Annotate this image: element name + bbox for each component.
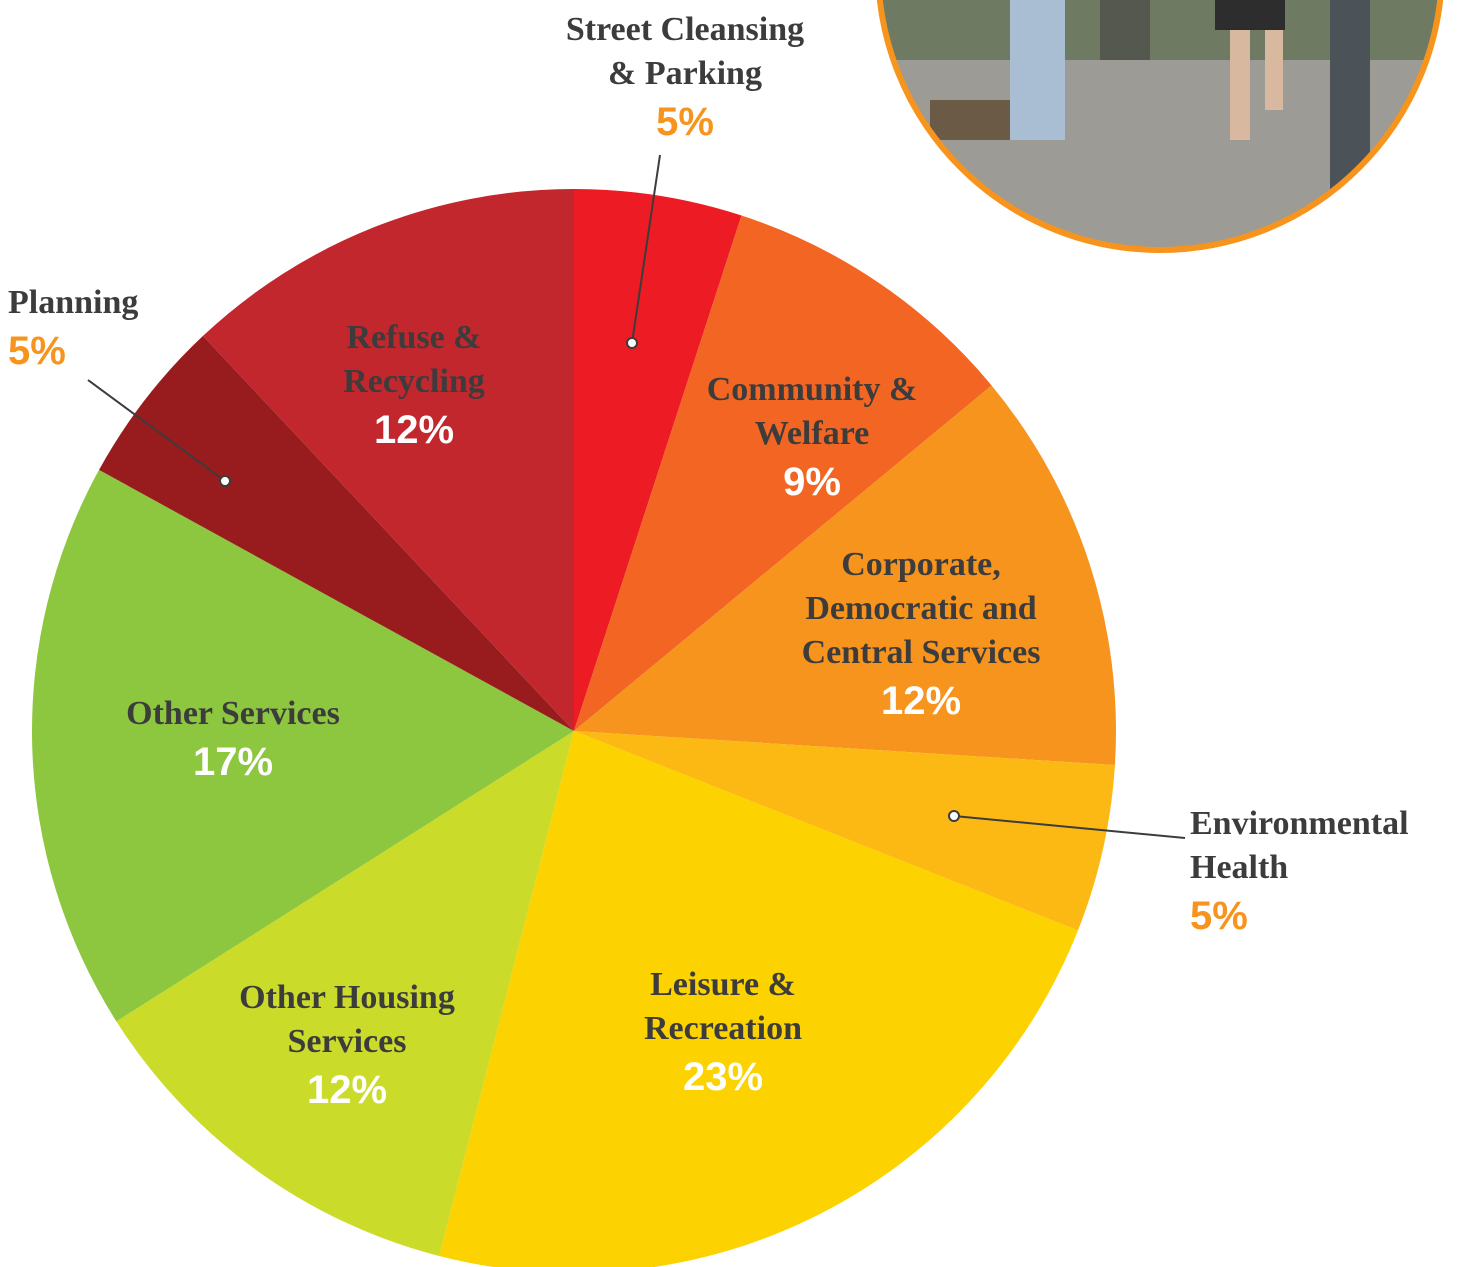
slice-label: Street Cleansing & Parking 5% (555, 8, 815, 148)
category-name: Leisure & Recreation (644, 966, 802, 1047)
pie-slice (574, 731, 1115, 931)
value-label: 9% (783, 460, 841, 504)
slice-label: Leisure & Recreation 23% (603, 963, 843, 1103)
slice-label: Community & Welfare 9% (682, 368, 942, 508)
value-label: 12% (373, 408, 455, 452)
pie-slice (439, 731, 1078, 1267)
value-label: 17% (192, 740, 274, 784)
leader-line (87, 379, 226, 482)
category-name: Corporate, Democratic and Central Servic… (801, 546, 1041, 671)
slice-label: Corporate, Democratic and Central Servic… (791, 543, 1051, 727)
value-label: 23% (682, 1055, 764, 1099)
leader-dot (219, 475, 231, 487)
category-name: Planning (8, 284, 139, 321)
pie-slice (202, 189, 574, 731)
pie-slice (574, 385, 1116, 766)
category-name: Community & Welfare (706, 371, 918, 452)
value-label: 5% (1190, 894, 1248, 938)
pie-slice (574, 215, 992, 732)
pie-slice (116, 731, 574, 1256)
value-label: 5% (8, 329, 66, 373)
slice-label: Planning 5% (8, 281, 268, 377)
category-name: Refuse & Recycling (343, 319, 485, 400)
slice-label: Other Housing Services 12% (217, 976, 477, 1116)
slice-label: Environmental Health 5% (1190, 802, 1450, 942)
category-name: Environmental Health (1190, 805, 1409, 886)
leaders (87, 154, 1186, 839)
pie (31, 189, 1116, 1267)
value-label: 12% (880, 679, 962, 723)
slice-label: Other Services 17% (83, 692, 383, 788)
category-name: Street Cleansing & Parking (565, 11, 805, 92)
pie-slice (31, 469, 574, 1022)
leader-line (631, 154, 661, 344)
category-name: Other Housing Services (239, 979, 455, 1060)
leader-dot (948, 810, 960, 822)
slice-label: Refuse & Recycling 12% (304, 316, 524, 456)
photo (880, 0, 1440, 248)
pie-slice (574, 189, 742, 731)
pie-slice (99, 335, 574, 731)
value-label: 5% (656, 100, 714, 144)
photo-border (876, 0, 1444, 253)
leader-line (953, 815, 1186, 839)
value-label: 12% (306, 1068, 388, 1112)
leader-dot (626, 337, 638, 349)
category-name: Other Services (126, 695, 340, 732)
